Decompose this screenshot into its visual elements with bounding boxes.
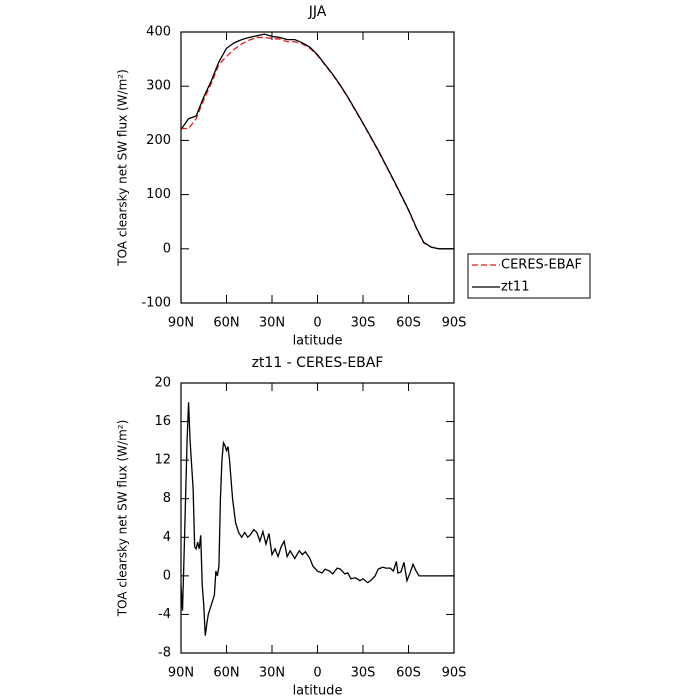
y-tick-label: -100 [141, 296, 171, 311]
x-tick-label: 90N [168, 666, 194, 681]
x-tick-label: 0 [313, 316, 321, 331]
x-tick-label: 60N [213, 316, 239, 331]
y-tick-label: 400 [146, 25, 171, 40]
y-tick-label: 4 [163, 530, 171, 545]
y-tick-label: -8 [158, 646, 171, 661]
line-series [181, 36, 454, 250]
x-tick-label: 90S [442, 666, 467, 681]
x-tick-label: 30S [351, 666, 376, 681]
y-tick-label: 200 [146, 133, 171, 148]
y-tick-label: 100 [146, 187, 171, 202]
legend-label: CERES-EBAF [501, 258, 582, 273]
y-axis-label: TOA clearsky net SW flux (W/m²) [116, 420, 130, 618]
y-tick-label: 16 [154, 414, 171, 429]
y-tick-label: 0 [163, 568, 171, 583]
x-tick-label: 60S [396, 316, 421, 331]
line-series [180, 402, 454, 636]
y-axis-label: TOA clearsky net SW flux (W/m²) [116, 69, 130, 267]
plot-frame [180, 382, 455, 654]
x-tick-label: 0 [313, 666, 321, 681]
x-axis-label: latitude [293, 334, 343, 349]
legend-box [467, 253, 591, 299]
x-tick-label: 90S [442, 316, 467, 331]
y-tick-label: 0 [163, 241, 171, 256]
y-tick-label: 20 [154, 376, 171, 391]
x-tick-label: 30N [259, 316, 285, 331]
y-tick-label: -4 [158, 607, 171, 622]
x-tick-label: 60N [213, 666, 239, 681]
y-tick-label: 8 [163, 491, 171, 506]
legend-label: zt11 [501, 280, 529, 295]
x-tick-label: 30S [351, 316, 376, 331]
chart-title: zt11 - CERES-EBAF [252, 355, 384, 371]
x-tick-label: 30N [259, 666, 285, 681]
x-tick-label: 60S [396, 666, 421, 681]
line-series [180, 33, 454, 250]
x-tick-label: 90N [168, 316, 194, 331]
y-tick-label: 300 [146, 79, 171, 94]
y-tick-label: 12 [154, 453, 171, 468]
x-axis-label: latitude [293, 684, 343, 699]
chart-title: JJA [308, 4, 327, 20]
plot-frame [180, 31, 455, 304]
